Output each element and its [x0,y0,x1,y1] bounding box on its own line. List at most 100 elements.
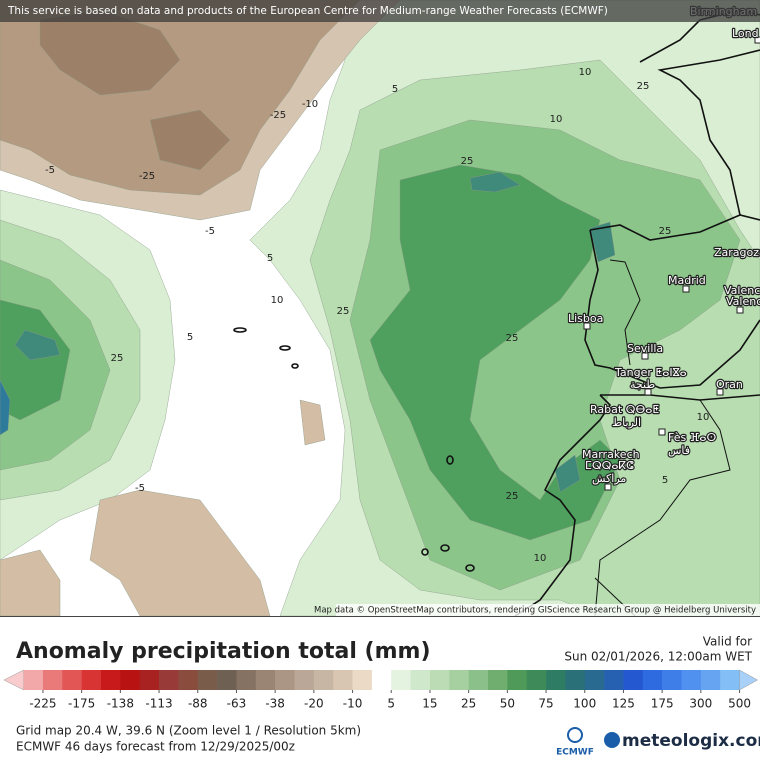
coastlines [233,9,760,616]
contour-label: 10 [534,553,547,564]
contour-label: -5 [45,165,55,176]
place-label: Fès ⴼⴰⵙ [668,431,716,444]
contour-label: -5 [205,226,215,237]
place-label: Zaragoza [714,246,760,259]
place-label: الرباط [612,416,641,429]
colorbar-label: -113 [145,697,172,711]
legend-title: Anomaly precipitation total (mm) [16,639,431,664]
contour-label: 25 [506,491,519,502]
colorbar-cell [62,670,82,690]
place-marker [641,352,649,360]
colorbar-cell [178,670,199,690]
precip-area [554,454,581,493]
contour-labels: -25 -10 5 10 25 10 -5 -25 25 -5 5 25 10 25 5 25 25 10 -5 25… [45,67,709,564]
colorbar-low [3,669,24,691]
colorbar-cell [313,670,334,690]
place-label: ⵎⵕⵕⴰⴽⵛ [585,459,634,472]
banner-bg [0,0,760,22]
contour-label: 5 [392,84,398,95]
contour-label: 10 [579,67,592,78]
colorbar-label: 300 [689,697,712,711]
contour-label: 5 [187,332,193,343]
attribution-bg [336,604,760,616]
coastline [514,394,612,616]
colorbar-cell [391,670,411,690]
precip-layers [0,0,760,616]
colorbar-label: 50 [500,697,515,711]
colorbar-label: 15 [422,697,437,711]
contour-label: 25 [461,156,474,167]
contour-label: 25 [637,81,650,92]
colorbar-label: 25 [461,697,476,711]
place-label: Madrid [668,274,706,287]
colorbar-cell [120,670,140,690]
place-label: مراكش [592,472,626,485]
colorbar-cell [159,670,179,690]
coastline [589,214,760,241]
place-label: Lisboa [568,312,603,325]
colorbar: -225 -175 -138 -113 -88 -63 -38 -20 -10 5 15 25 50 75… [3,669,759,711]
place-label: Valenc [724,284,760,297]
island [446,455,454,465]
banner: This service is based on data and produc… [7,5,608,17]
place-label: Lond [732,27,759,40]
contour-label: 5 [267,253,273,264]
colorbar-cell [681,670,702,690]
precip-area [0,299,71,421]
precip-area [14,329,61,361]
colorbar-cell [410,670,431,690]
island [279,345,291,351]
colorbar-label: -38 [265,697,285,711]
colorbar-cell [42,670,63,690]
colorbar-label: -88 [188,697,208,711]
grid-info: Grid map 20.4 W, 39.6 N (Zoom level 1 / … [16,724,361,738]
place-marker [644,388,652,396]
brand-logo [604,732,620,748]
valid-time: Sun 02/01/2026, 12:00am WET [564,650,752,664]
border [609,259,641,366]
colorbar-label: -175 [68,697,95,711]
colorbar-cell [236,670,257,690]
coastline [657,49,760,216]
place-marker [583,322,591,330]
colorbar-cell [662,670,682,690]
colorbar-cell [294,670,315,690]
colorbar-cell [333,670,353,690]
colorbar-cell [352,670,373,690]
place-label: Rabat ⵕⴱⴰⵟ [590,403,659,416]
colorbar-cell [546,670,566,690]
colorbar-cell [139,670,160,690]
contour-label: 10 [271,295,284,306]
precip-area [299,399,326,446]
colorbar-cell [23,670,44,690]
colorbar-cell [720,670,740,690]
colorbar-high [739,669,759,691]
precip-area [0,549,61,616]
colorbar-cell [275,670,295,690]
colorbar-cell [565,670,586,690]
precip-area [589,221,616,263]
ecmwf-logo: ECMWF [556,748,594,758]
forecast-info: ECMWF 46 days forecast from 12/29/2025/0… [16,740,295,754]
place-label: Oran [716,378,743,391]
colorbar-cell [217,670,237,690]
place-marker [736,306,744,314]
island [233,327,247,333]
precip-area [89,489,271,616]
place-label: Marrakech [582,448,640,461]
colorbar-cell [507,670,527,690]
place-marker [658,428,666,436]
place-marker [604,483,612,491]
colorbar-cell [526,670,547,690]
ecmwf-logo-mark [567,727,583,743]
colorbar-label: -225 [29,697,56,711]
contour-label: 10 [697,412,710,423]
colorbar-cell [101,670,121,690]
contour-label: 5 [662,475,668,486]
colorbar-label: 125 [612,697,635,711]
colorbar-cell [604,670,624,690]
island [440,544,450,552]
colorbar-cell [488,670,508,690]
precip-area [149,109,231,171]
precip-area [0,379,11,436]
